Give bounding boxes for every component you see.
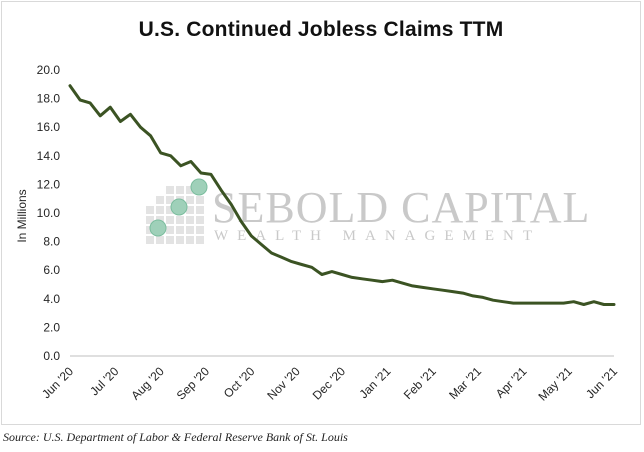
y-tick-label: 20.0	[37, 63, 61, 77]
y-tick-label: 18.0	[37, 92, 61, 106]
x-tick-label: Nov '20	[264, 364, 303, 403]
watermark-square	[176, 216, 184, 224]
chart-title: U.S. Continued Jobless Claims TTM	[138, 18, 504, 41]
y-tick-label: 4.0	[43, 292, 60, 306]
watermark-square	[176, 226, 184, 234]
watermark-square	[186, 206, 194, 214]
x-tick-label: May '21	[535, 364, 575, 404]
watermark-square	[196, 236, 204, 244]
x-tick-label: Dec '20	[310, 364, 349, 403]
y-tick-label: 6.0	[43, 263, 60, 277]
watermark-square	[166, 206, 174, 214]
watermark-square	[196, 216, 204, 224]
series-line	[68, 84, 616, 306]
watermark-square	[176, 236, 184, 244]
x-tick-label: Oct '20	[221, 364, 258, 401]
x-tick-label: Jul '20	[87, 364, 121, 398]
watermark-square	[146, 206, 154, 214]
y-tick-label: 12.0	[37, 177, 61, 191]
y-tick-label: 10.0	[37, 206, 61, 220]
x-tick-label: Jun '20	[39, 364, 76, 401]
watermark-square	[156, 236, 164, 244]
watermark-square	[156, 206, 164, 214]
watermark-square	[146, 236, 154, 244]
watermark-square	[186, 226, 194, 234]
x-tick-label: Mar '21	[446, 364, 484, 402]
watermark-square	[166, 236, 174, 244]
watermark-square	[186, 196, 194, 204]
y-axis-label: In Millions	[15, 189, 29, 242]
watermark-line1: SEBOLD CAPITAL	[212, 183, 590, 232]
x-tick-label: Aug '20	[128, 364, 167, 403]
y-tick-label: 16.0	[37, 120, 61, 134]
watermark-square	[186, 236, 194, 244]
watermark-square	[196, 226, 204, 234]
y-tick-label: 8.0	[43, 235, 60, 249]
chart-frame	[1, 1, 641, 425]
y-tick-label: 0.0	[43, 349, 60, 363]
x-tick-label: Jun '21	[583, 364, 620, 401]
watermark-line2: WEALTH MANAGEMENT	[214, 228, 541, 244]
watermark-square	[166, 216, 174, 224]
watermark-square	[186, 216, 194, 224]
watermark-bubble-1	[149, 219, 167, 237]
x-tick-label: Jan '21	[356, 364, 393, 401]
x-tick-label: Feb '21	[401, 364, 439, 402]
watermark-square	[166, 186, 174, 194]
watermark-square	[146, 216, 154, 224]
watermark-bubble-2	[170, 198, 188, 216]
x-tick-label: Apr '21	[493, 364, 530, 401]
watermark-square	[196, 196, 204, 204]
watermark-square	[166, 196, 174, 204]
watermark-square	[186, 186, 194, 194]
watermark-square	[176, 186, 184, 194]
watermark-bubble-3	[190, 178, 208, 196]
watermark-square	[156, 196, 164, 204]
watermark-square	[196, 206, 204, 214]
y-tick-label: 14.0	[37, 149, 61, 163]
watermark-square	[166, 226, 174, 234]
source-note: Source: U.S. Department of Labor & Feder…	[3, 430, 348, 444]
y-tick-label: 2.0	[43, 320, 60, 334]
x-tick-label: Sep '20	[174, 364, 213, 403]
watermark-logo: SEBOLD CAPITAL WEALTH MANAGEMENT	[146, 178, 590, 244]
